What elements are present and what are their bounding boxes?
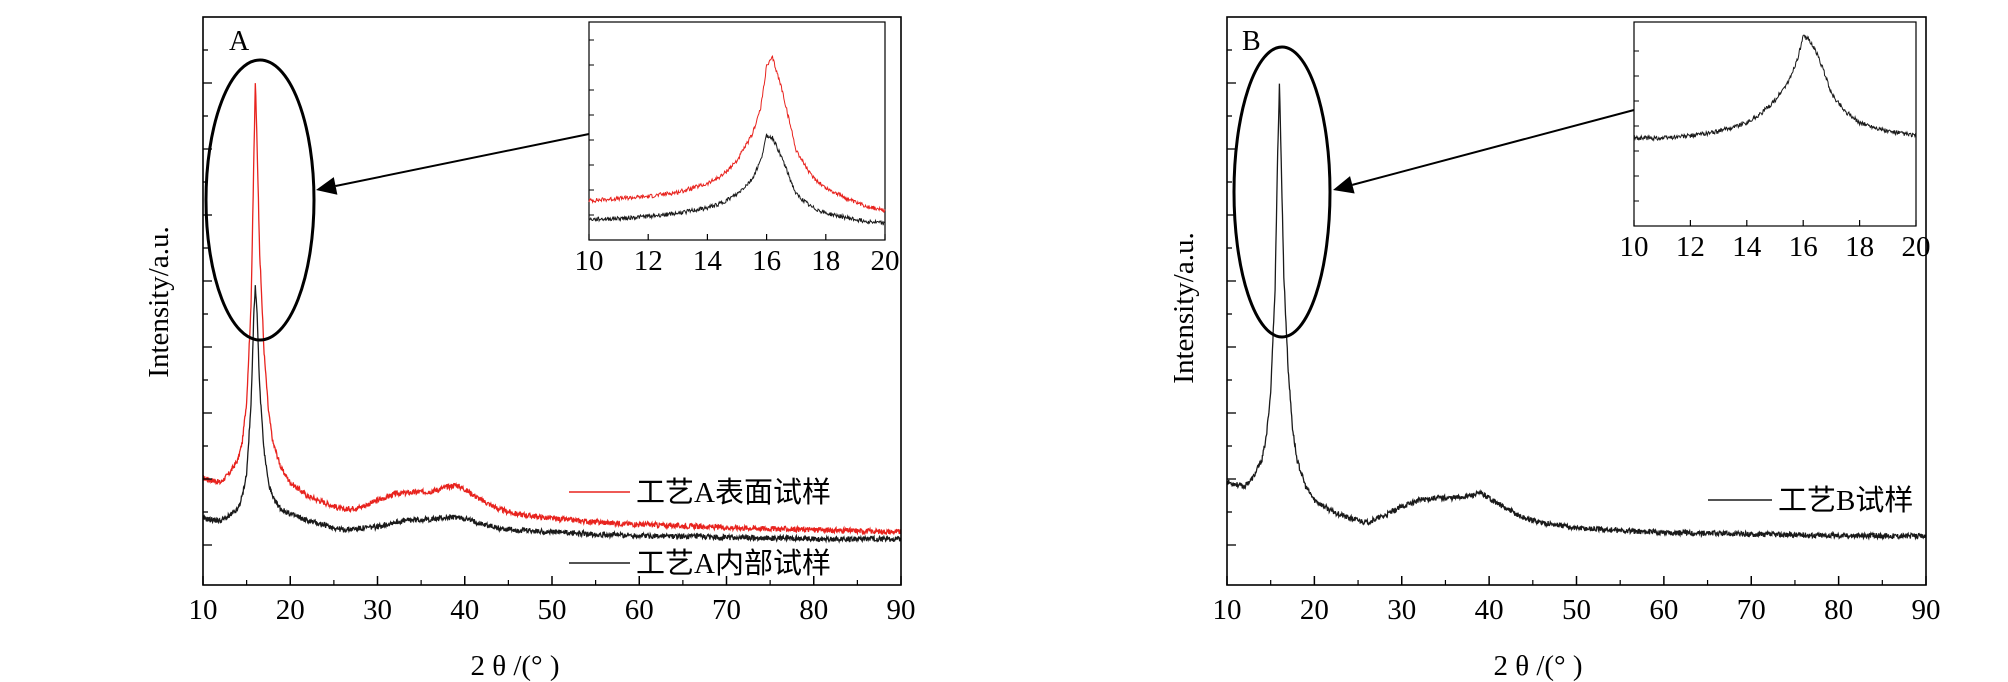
x-axis-title: 2 θ /(° ) [1493,650,1582,682]
legend-label: 工艺B试样 [1778,484,1913,517]
y-axis-title: Intensity/a.u. [1168,232,1200,383]
callout-arrow-line [1352,109,1635,186]
series-group [1227,83,1926,541]
peak-highlight-ellipse [204,58,316,342]
x-tick-label: 10 [189,594,218,626]
x-tick-label: 30 [363,594,392,626]
inset-frame [588,21,886,241]
x-tick-label: 80 [1824,594,1853,626]
series-line [203,83,901,536]
x-tick-label: 20 [276,594,305,626]
callout-arrow-head [316,177,338,195]
inset-x-tick-label: 20 [1902,231,1931,263]
inset-series-line [588,55,886,213]
x-tick-label: 60 [1649,594,1678,626]
peak-highlight-ellipse [1232,45,1332,339]
x-tick-label: 70 [1737,594,1766,626]
series-group [203,83,901,544]
x-tick-label: 40 [1475,594,1504,626]
panel-b: B Intensity/a.u. 2 θ /(° ) 10 20 30 40 50 60 7… [1168,16,1941,682]
x-tick-label: 90 [887,594,916,626]
legend-label: 工艺A内部试样 [636,547,831,580]
panel-a: A Intensity/a.u. 2 θ /(° ) 10 20 30 40 50 60 7… [143,16,916,682]
inset-x-tick-label: 14 [693,245,723,277]
series-line [203,285,901,544]
x-tick-label: 20 [1300,594,1329,626]
inset-plot: 10 12 14 16 18 20 [1620,21,1931,263]
panel-letter: A [229,26,250,57]
panel-letter: B [1242,26,1261,57]
inset-plot: 10 12 14 16 18 20 [575,21,900,277]
inset-x-tick-label: 18 [1845,231,1874,263]
x-tick-label: 40 [450,594,479,626]
inset-x-tick-label: 10 [575,245,604,277]
inset-x-tick-label: 14 [1732,231,1762,263]
x-tick-label: 80 [799,594,828,626]
inset-x-tick-label: 12 [634,245,663,277]
inset-x-tick-label: 20 [871,245,900,277]
inset-x-tick-label: 16 [752,245,781,277]
inset-series-line [588,133,886,226]
inset-x-tick-label: 18 [811,245,840,277]
inset-x-tick-label: 12 [1676,231,1705,263]
x-axis-title: 2 θ /(° ) [470,650,559,682]
y-axis-title: Intensity/a.u. [143,226,175,377]
callout-arrow-line [335,133,590,187]
inset-series-line [1633,34,1917,142]
x-tick-label: 70 [712,594,741,626]
x-tick-label: 60 [625,594,654,626]
inset-x-tick-label: 16 [1789,231,1818,263]
inset-x-tick-label: 10 [1620,231,1649,263]
inset-frame [1633,21,1917,227]
legend-label: 工艺A表面试样 [636,476,831,509]
x-tick-label: 90 [1912,594,1941,626]
x-tick-label: 50 [1562,594,1591,626]
callout-arrow-head [1333,176,1355,194]
x-tick-label: 10 [1213,594,1242,626]
x-tick-label: 50 [538,594,567,626]
series-line [1227,83,1926,541]
x-tick-label: 30 [1387,594,1416,626]
